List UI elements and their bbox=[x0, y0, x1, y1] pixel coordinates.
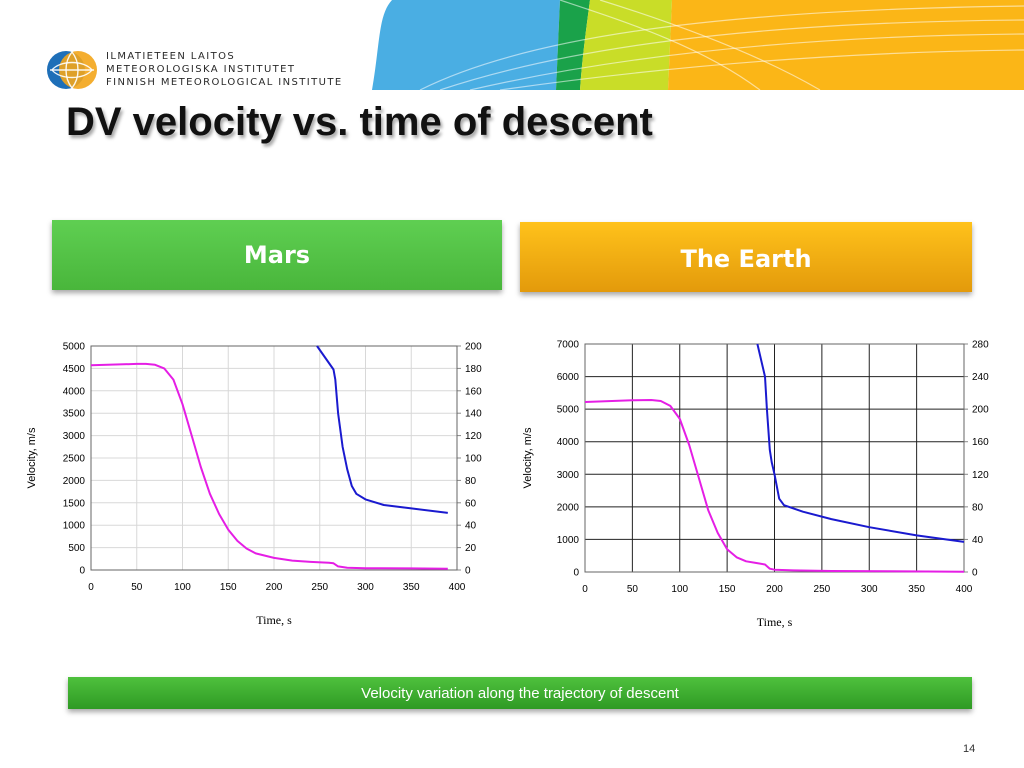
y2-tick-label: 100 bbox=[465, 454, 482, 465]
banner-band-blue bbox=[372, 0, 560, 90]
fmi-globe-logo-icon bbox=[47, 51, 97, 89]
y2-tick-label: 40 bbox=[972, 535, 984, 546]
x-tick-label: 100 bbox=[671, 584, 688, 595]
y2-tick-label: 200 bbox=[972, 405, 989, 416]
y2-tick-label: 200 bbox=[465, 342, 482, 353]
x-tick-label: 50 bbox=[627, 584, 639, 595]
earth-header: The Earth bbox=[520, 222, 972, 292]
mars-header-label: Mars bbox=[243, 241, 311, 269]
x-tick-label: 250 bbox=[311, 582, 328, 593]
y2-tick-label: 0 bbox=[972, 568, 978, 579]
slide-title: DV velocity vs. time of descent bbox=[66, 100, 653, 144]
y-tick-label: 6000 bbox=[557, 372, 580, 383]
series-line-right-axis bbox=[756, 343, 965, 543]
y-tick-label: 500 bbox=[68, 543, 85, 554]
x-axis-title: Time, s bbox=[757, 615, 793, 629]
x-tick-label: 0 bbox=[582, 584, 588, 595]
chart-svg: 0100020003000400050006000700004080120160… bbox=[522, 340, 989, 630]
banner-arcs bbox=[419, 0, 1024, 90]
page-number: 14 bbox=[963, 743, 976, 755]
earth-velocity-chart: 0 1000 2000 3000 4000 5000 6000 7000 0 40 80 120 160… bbox=[515, 330, 995, 630]
x-tick-label: 100 bbox=[174, 582, 191, 593]
y-tick-label: 2000 bbox=[557, 502, 580, 513]
y-tick-label: 1000 bbox=[63, 521, 86, 532]
x-axis-title: Time, s bbox=[256, 613, 292, 627]
y-tick-label: 5000 bbox=[557, 405, 580, 416]
y2-tick-label: 20 bbox=[465, 543, 477, 554]
organization-name: ILMATIETEEN LAITOS METEOROLOGISKA INSTIT… bbox=[106, 50, 343, 89]
caption-text: Velocity variation along the trajectory … bbox=[361, 684, 679, 702]
plot-frame bbox=[584, 343, 965, 573]
mars-velocity-chart: 0 500 1000 1500 2000 2500 3000 3500 4000 4500 5000… bbox=[20, 330, 490, 630]
series-line-left-axis bbox=[584, 399, 965, 573]
y-tick-label: 2000 bbox=[63, 476, 86, 487]
y2-tick-label: 40 bbox=[465, 521, 477, 532]
y2-tick-label: 160 bbox=[972, 437, 989, 448]
y-axis-title: Velocity, m/s bbox=[522, 427, 534, 488]
y2-tick-label: 80 bbox=[465, 476, 477, 487]
series-line-left-axis bbox=[90, 362, 448, 570]
y-tick-label: 4000 bbox=[557, 437, 580, 448]
x-tick-label: 150 bbox=[719, 584, 736, 595]
org-line-english: FINNISH METEOROLOGICAL INSTITUTE bbox=[106, 77, 343, 88]
y2-tick-label: 120 bbox=[465, 431, 482, 442]
y2-tick-label: 140 bbox=[465, 409, 482, 420]
x-tick-label: 400 bbox=[956, 584, 973, 595]
y2-tick-label: 240 bbox=[972, 372, 989, 383]
y-tick-label: 7000 bbox=[557, 340, 580, 351]
x-tick-label: 300 bbox=[861, 584, 878, 595]
earth-header-label: The Earth bbox=[680, 245, 812, 273]
x-tick-label: 400 bbox=[449, 582, 466, 593]
y2-tick-label: 120 bbox=[972, 470, 989, 481]
x-tick-label: 350 bbox=[403, 582, 420, 593]
y2-tick-label: 180 bbox=[465, 364, 482, 375]
chart-svg: 0500100015002000250030003500400045005000… bbox=[26, 342, 482, 628]
x-tick-label: 150 bbox=[220, 582, 237, 593]
y-tick-label: 1500 bbox=[63, 498, 86, 509]
y-tick-label: 2500 bbox=[63, 454, 86, 465]
y-tick-label: 4000 bbox=[63, 386, 86, 397]
plot-frame bbox=[90, 345, 458, 571]
header-banner bbox=[372, 0, 1024, 90]
y-tick-label: 3000 bbox=[557, 470, 580, 481]
y2-tick-label: 280 bbox=[972, 340, 989, 351]
banner-band-orange bbox=[668, 0, 1024, 90]
org-line-finnish: ILMATIETEEN LAITOS bbox=[106, 51, 236, 62]
series-line-right-axis bbox=[316, 345, 448, 514]
y-tick-label: 3000 bbox=[63, 431, 86, 442]
caption-bar: Velocity variation along the trajectory … bbox=[68, 677, 972, 709]
x-tick-label: 200 bbox=[266, 582, 283, 593]
x-tick-label: 200 bbox=[766, 584, 783, 595]
y-tick-label: 0 bbox=[573, 568, 579, 579]
y2-tick-label: 160 bbox=[465, 386, 482, 397]
banner-band-lime bbox=[580, 0, 672, 90]
x-tick-label: 350 bbox=[908, 584, 925, 595]
x-tick-label: 0 bbox=[88, 582, 94, 593]
y-tick-label: 3500 bbox=[63, 409, 86, 420]
y2-tick-label: 80 bbox=[972, 502, 984, 513]
org-line-swedish: METEOROLOGISKA INSTITUTET bbox=[106, 64, 296, 75]
y-axis-title: Velocity, m/s bbox=[26, 427, 38, 488]
y-tick-label: 5000 bbox=[63, 342, 86, 353]
x-tick-label: 50 bbox=[131, 582, 143, 593]
x-tick-label: 300 bbox=[357, 582, 374, 593]
y-tick-label: 4500 bbox=[63, 364, 86, 375]
x-tick-label: 250 bbox=[814, 584, 831, 595]
mars-header: Mars bbox=[52, 220, 502, 290]
y2-tick-label: 60 bbox=[465, 498, 477, 509]
y-tick-label: 0 bbox=[79, 566, 85, 577]
y2-tick-label: 0 bbox=[465, 566, 471, 577]
y-tick-label: 1000 bbox=[557, 535, 580, 546]
